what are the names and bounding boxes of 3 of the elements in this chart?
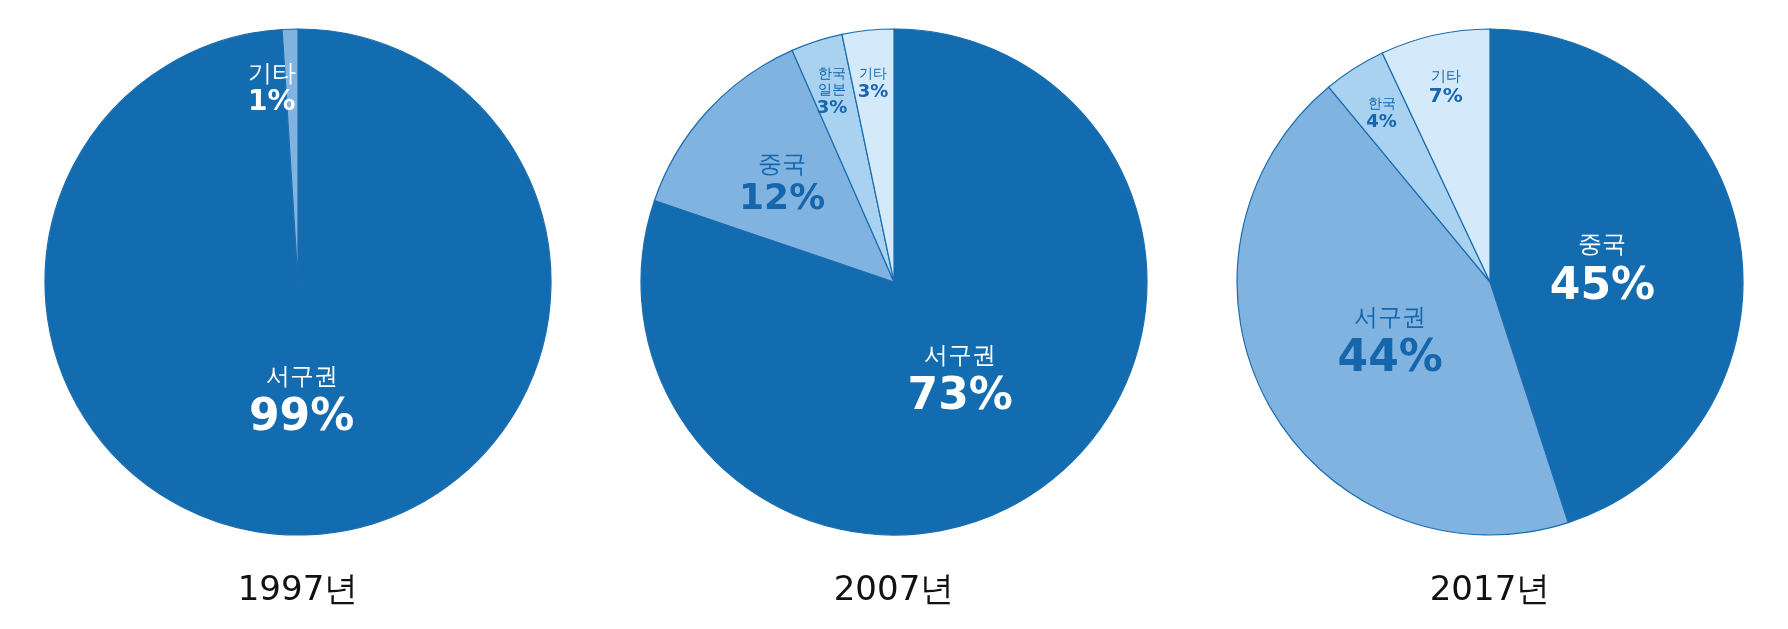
title: 2007년	[833, 568, 955, 608]
title: 1997년	[237, 568, 359, 608]
title: 2017년	[1429, 568, 1551, 608]
